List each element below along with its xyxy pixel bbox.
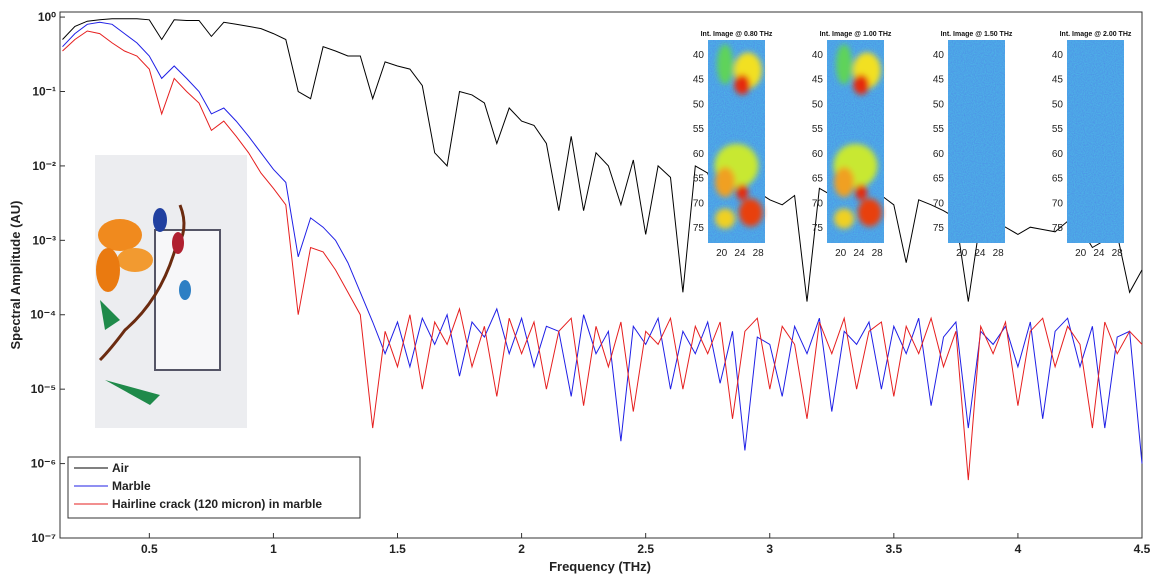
inset-y-tick-label: 60	[933, 149, 945, 160]
inset-x-tick-label: 20	[956, 248, 968, 259]
inset-y-tick-label: 50	[693, 99, 705, 110]
y-axis-label: Spectral Amplitude (AU)	[8, 200, 23, 349]
heatmap-blob	[834, 167, 855, 198]
x-tick-label: 0.5	[141, 542, 158, 556]
y-tick-label: 10⁻⁷	[31, 531, 56, 545]
inset-title: Int. Image @ 1.00 THz	[820, 31, 892, 38]
inset-y-tick-label: 65	[933, 174, 945, 185]
x-tick-label: 3	[766, 542, 773, 556]
inset-y-tick-label: 60	[812, 149, 824, 160]
inset-y-tick-label: 70	[933, 198, 945, 209]
inset-y-tick-label: 60	[693, 149, 705, 160]
inset-x-tick-label: 28	[993, 248, 1005, 259]
inset-y-tick-label: 55	[1052, 124, 1064, 135]
inset-y-tick-label: 70	[693, 198, 705, 209]
inset-y-tick-label: 50	[812, 99, 824, 110]
inset-x-tick-label: 24	[974, 248, 986, 259]
x-tick-label: 1	[270, 542, 277, 556]
y-tick-label: 10⁻⁶	[31, 457, 56, 471]
x-tick-label: 4.5	[1134, 542, 1151, 556]
x-tick-label: 4	[1015, 542, 1022, 556]
y-tick-label: 10⁻¹	[32, 84, 56, 98]
heatmap-blob	[738, 198, 763, 227]
inset-y-tick-label: 65	[693, 174, 705, 185]
heatmap-blob	[715, 208, 736, 229]
inset-x-tick-label: 24	[1093, 248, 1105, 259]
inset-x-tick-label: 28	[753, 248, 765, 259]
inset-y-tick-label: 55	[693, 124, 705, 135]
heatmap-blob	[857, 198, 882, 227]
inset-y-tick-label: 70	[1052, 198, 1064, 209]
inset-y-tick-label: 55	[933, 124, 945, 135]
inset-y-tick-label: 45	[812, 75, 824, 86]
heatmap-blob	[736, 184, 749, 201]
inset-y-tick-label: 65	[812, 174, 824, 185]
series-line	[62, 30, 1143, 481]
heatmap-blob	[855, 184, 868, 201]
y-tick-label: 10⁻³	[32, 233, 56, 247]
heatmap-noise	[948, 40, 1005, 243]
inset-x-tick-label: 24	[853, 248, 865, 259]
x-tick-label: 2	[518, 542, 525, 556]
heatmap-blob	[836, 44, 853, 85]
legend-label: Marble	[112, 479, 151, 493]
inset-x-tick-label: 28	[1112, 248, 1124, 259]
inset-y-tick-label: 40	[812, 50, 824, 61]
inset-y-tick-label: 40	[1052, 50, 1064, 61]
x-tick-label: 2.5	[637, 542, 654, 556]
heatmap-blob	[717, 44, 734, 85]
y-tick-label: 10⁻²	[32, 159, 56, 173]
heatmap-noise	[1067, 40, 1124, 243]
heatmap-blob	[834, 208, 855, 229]
inset-y-tick-label: 70	[812, 198, 824, 209]
inset-x-tick-label: 20	[1075, 248, 1087, 259]
inset-y-tick-label: 45	[933, 75, 945, 86]
inset-y-tick-label: 40	[693, 50, 705, 61]
heatmap-blob	[734, 74, 751, 95]
inset-title: Int. Image @ 1.50 THz	[941, 31, 1013, 38]
heatmap-blobs	[714, 44, 763, 229]
inset-y-tick-label: 55	[812, 124, 824, 135]
inset-y-tick-label: 50	[933, 99, 945, 110]
x-tick-label: 1.5	[389, 542, 406, 556]
inset-title: Int. Image @ 2.00 THz	[1060, 31, 1132, 38]
inset-x-tick-label: 24	[734, 248, 746, 259]
y-tick-label: 10⁻⁴	[30, 308, 56, 322]
heatmap-blob	[715, 167, 736, 198]
series-line	[62, 18, 1143, 302]
inset-y-tick-label: 75	[933, 223, 945, 234]
y-tick-label: 10⁰	[38, 10, 56, 24]
legend	[67, 456, 361, 519]
x-tick-label: 3.5	[885, 542, 902, 556]
heatmap-blob	[853, 74, 870, 95]
legend-label: Air	[112, 461, 129, 475]
heatmap-blobs	[833, 44, 882, 229]
inset-y-tick-label: 75	[693, 223, 705, 234]
inset-x-tick-label: 20	[716, 248, 728, 259]
inset-y-tick-label: 50	[1052, 99, 1064, 110]
inset-y-tick-label: 45	[1052, 75, 1064, 86]
inset-y-tick-label: 75	[1052, 223, 1064, 234]
inset-y-tick-label: 60	[1052, 149, 1064, 160]
legend-label: Hairline crack (120 micron) in marble	[112, 497, 322, 511]
y-tick-label: 10⁻⁵	[31, 382, 56, 396]
inset-x-tick-label: 20	[835, 248, 847, 259]
x-axis-label: Frequency (THz)	[549, 559, 651, 574]
inset-title: Int. Image @ 0.80 THz	[701, 31, 773, 38]
sample-photo	[95, 155, 247, 428]
inset-y-tick-label: 45	[693, 75, 705, 86]
inset-y-tick-label: 75	[812, 223, 824, 234]
inset-y-tick-label: 40	[933, 50, 945, 61]
series-line	[62, 21, 1143, 464]
inset-y-tick-label: 65	[1052, 174, 1064, 185]
inset-x-tick-label: 28	[872, 248, 884, 259]
